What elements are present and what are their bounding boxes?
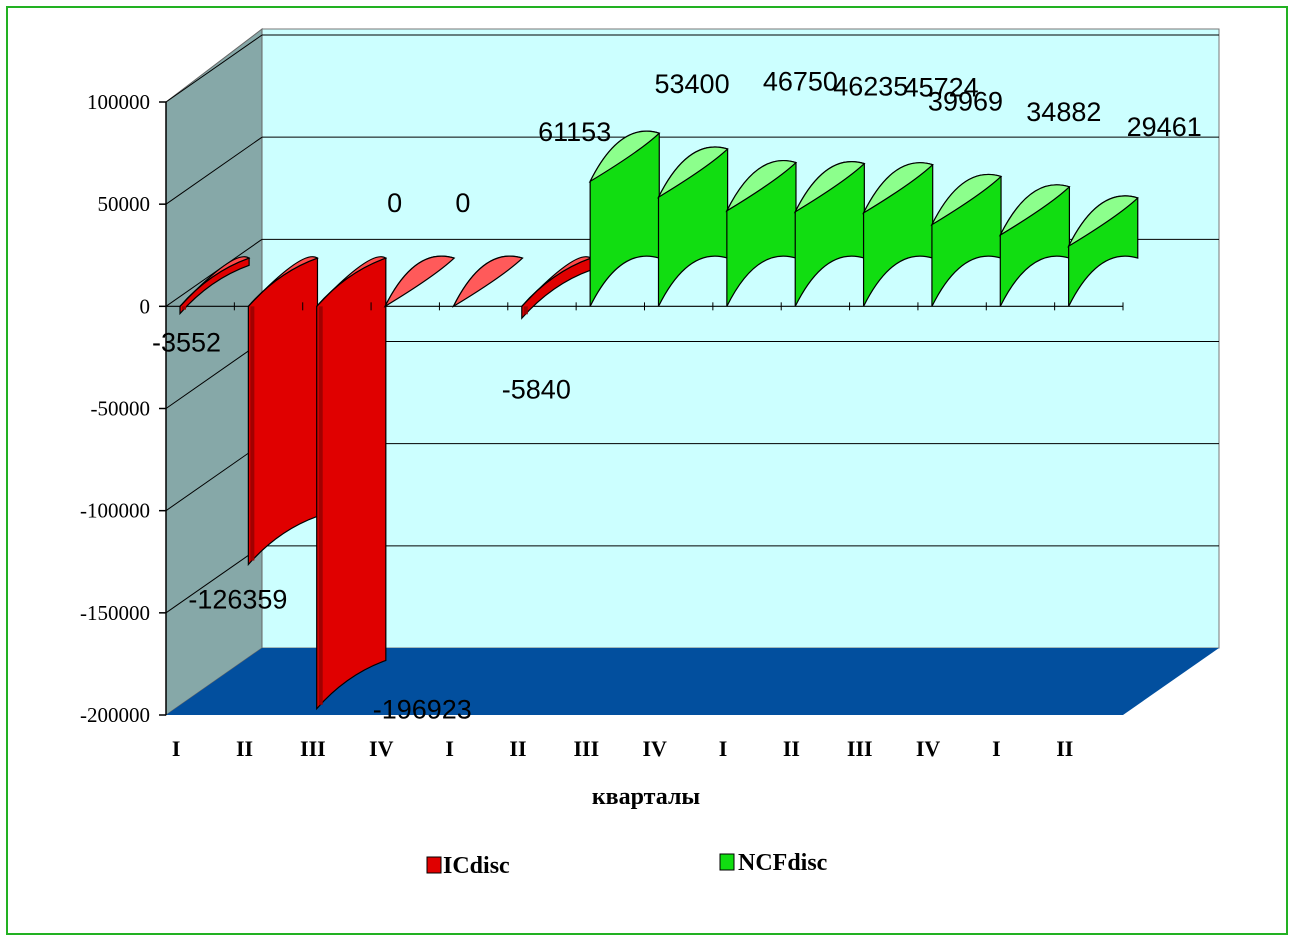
legend-label-ncfdisc: NCFdisc <box>738 850 828 876</box>
bar-ncfdisc <box>793 161 866 307</box>
y-tick-label: 50000 <box>98 192 151 216</box>
gridline-side <box>165 136 263 205</box>
x-tick-label: I <box>172 736 181 761</box>
legend-swatch-icdisc <box>426 856 442 874</box>
x-tick-label: II <box>236 736 253 761</box>
bar-top <box>793 161 866 214</box>
data-label: -5840 <box>502 374 571 404</box>
bar-ncfdisc <box>725 159 798 307</box>
x-tick-label: I <box>992 736 1001 761</box>
bar-icdisc <box>247 256 319 567</box>
data-labels: -3552 -126359 -196923 0 0 -5840 61153 53400 4675… <box>152 67 1202 725</box>
bar-top <box>383 255 456 308</box>
y-tick-label: -150000 <box>80 601 150 625</box>
bar-top <box>725 159 798 213</box>
x-tick-label: II <box>783 736 800 761</box>
gridline-side <box>165 443 263 512</box>
bar-body <box>316 257 387 711</box>
bar-icdisc <box>179 256 251 316</box>
gridline-side <box>165 545 263 614</box>
bar-icdisc <box>316 256 388 711</box>
bar-top <box>179 256 251 307</box>
bars <box>179 130 1139 711</box>
data-label: 0 <box>455 188 470 218</box>
bar-icdisc <box>383 255 456 308</box>
data-label: 29461 <box>1127 112 1202 142</box>
bar-top <box>862 162 934 215</box>
gridline-side <box>165 341 263 409</box>
x-tick-label: III <box>573 736 599 761</box>
bar-ncfdisc <box>588 130 661 307</box>
bar-top <box>1067 195 1139 248</box>
data-label: -3552 <box>152 328 221 358</box>
data-label: 0 <box>387 188 402 218</box>
bar-ncfdisc <box>657 146 729 307</box>
y-tick-label: -200000 <box>80 703 150 727</box>
bar-top <box>998 184 1071 237</box>
x-tick-label: II <box>509 736 526 761</box>
y-tick-label: -50000 <box>91 397 151 421</box>
bar-top <box>247 256 319 307</box>
gridlines <box>165 34 1219 614</box>
data-label: 45724 <box>904 73 979 103</box>
data-label: 61153 <box>538 117 611 147</box>
x-tick-label: III <box>300 736 326 761</box>
y-tick-label: 0 <box>140 294 151 318</box>
data-label: 46750 <box>763 67 838 97</box>
bar-top <box>657 146 729 199</box>
legend-label-icdisc: ICdisc <box>443 853 510 879</box>
bar-top <box>316 256 388 307</box>
data-label: 34882 <box>1026 97 1101 127</box>
y-axis-ticks: 100000 50000 0 -50000 -100000 -150000 -200000 <box>80 90 166 727</box>
bar-top <box>930 173 1003 227</box>
x-tick-label: IV <box>642 736 667 761</box>
data-label: -196923 <box>373 695 472 725</box>
bar-ncfdisc <box>998 184 1071 307</box>
bar-body <box>247 257 319 567</box>
x-tick-label: II <box>1056 736 1073 761</box>
x-tick-label: I <box>445 736 454 761</box>
x-axis-ticks: I II III IV I II III IV I II III IV I II <box>172 302 1124 761</box>
x-tick-label: I <box>719 736 728 761</box>
bar-top <box>451 255 524 308</box>
data-label: 53400 <box>655 69 730 99</box>
bar-top <box>588 130 661 183</box>
data-label: 39969 <box>928 86 1003 116</box>
legend: ICdisc NCFdisc <box>426 850 828 879</box>
legend-swatch-ncfdisc <box>719 853 735 871</box>
gridline-side <box>165 34 263 103</box>
y-tick-label: -100000 <box>80 499 150 523</box>
bar-ncfdisc <box>930 173 1003 307</box>
bar-icdisc <box>451 255 524 308</box>
data-label: 46235 <box>833 72 908 102</box>
x-axis-label: кварталы <box>592 784 701 810</box>
x-tick-label: IV <box>916 736 941 761</box>
floor <box>166 648 1219 715</box>
x-tick-label: IV <box>369 736 394 761</box>
y-tick-label: 100000 <box>87 90 150 114</box>
data-label: -126359 <box>188 585 287 615</box>
bar-ncfdisc <box>862 162 934 307</box>
x-tick-label: III <box>847 736 873 761</box>
bar-ncfdisc <box>1067 195 1139 307</box>
